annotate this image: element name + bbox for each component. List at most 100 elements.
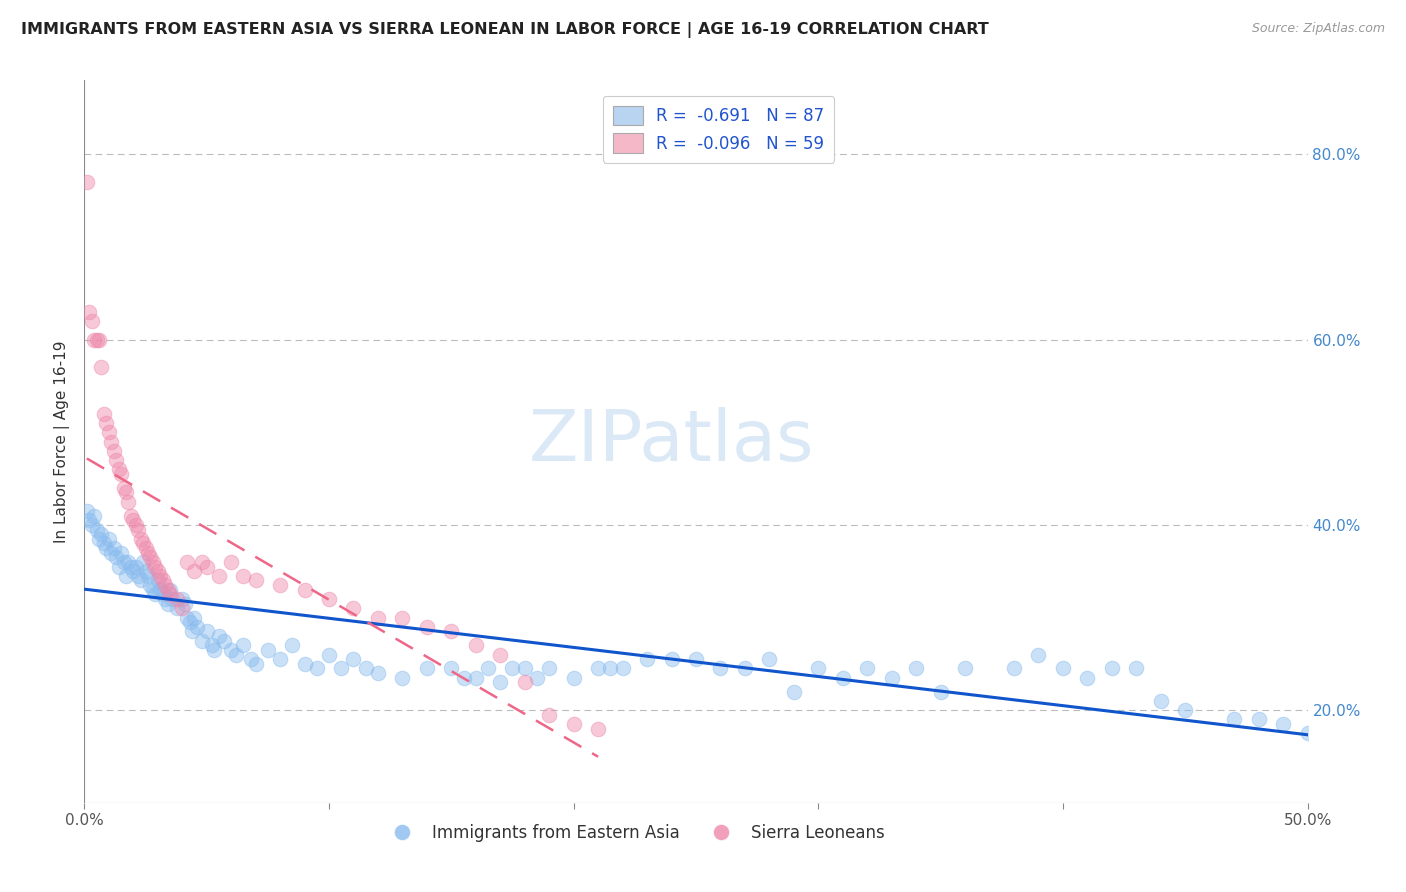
Point xyxy=(176,610,198,624)
Point xyxy=(132,536,155,550)
Point xyxy=(105,453,128,467)
Point xyxy=(142,555,165,569)
Point xyxy=(1052,661,1074,675)
Point xyxy=(477,661,499,675)
Point xyxy=(212,633,235,648)
Point xyxy=(225,648,247,662)
Point xyxy=(856,661,879,675)
Point xyxy=(93,407,115,421)
Point xyxy=(305,661,328,675)
Point xyxy=(103,443,125,458)
Point xyxy=(1076,671,1098,685)
Point xyxy=(159,587,181,601)
Point xyxy=(115,485,138,500)
Point xyxy=(195,559,218,574)
Point xyxy=(87,532,110,546)
Text: Source: ZipAtlas.com: Source: ZipAtlas.com xyxy=(1251,22,1385,36)
Point xyxy=(135,541,157,555)
Point xyxy=(219,643,242,657)
Point xyxy=(208,569,231,583)
Point xyxy=(440,624,463,639)
Point xyxy=(76,175,98,189)
Point xyxy=(129,532,152,546)
Point xyxy=(153,592,176,607)
Point xyxy=(83,508,105,523)
Point xyxy=(156,597,179,611)
Point xyxy=(117,555,139,569)
Point xyxy=(136,546,159,560)
Point xyxy=(391,671,413,685)
Point xyxy=(146,564,169,578)
Point xyxy=(269,578,291,592)
Point xyxy=(86,333,108,347)
Point xyxy=(636,652,658,666)
Point xyxy=(176,555,198,569)
Point xyxy=(127,569,149,583)
Point xyxy=(143,587,166,601)
Point xyxy=(110,467,132,481)
Point xyxy=(599,661,621,675)
Point xyxy=(1028,648,1050,662)
Point xyxy=(125,517,148,532)
Point xyxy=(538,707,561,722)
Text: IMMIGRANTS FROM EASTERN ASIA VS SIERRA LEONEAN IN LABOR FORCE | AGE 16-19 CORREL: IMMIGRANTS FROM EASTERN ASIA VS SIERRA L… xyxy=(21,22,988,38)
Point xyxy=(149,582,172,597)
Point xyxy=(112,555,135,569)
Point xyxy=(1174,703,1197,717)
Point xyxy=(76,504,98,518)
Point xyxy=(294,657,316,671)
Point xyxy=(103,541,125,555)
Point xyxy=(281,638,304,652)
Point xyxy=(416,620,439,634)
Point xyxy=(453,671,475,685)
Point xyxy=(318,592,340,607)
Point xyxy=(142,582,165,597)
Point xyxy=(136,569,159,583)
Point xyxy=(953,661,976,675)
Point xyxy=(758,652,780,666)
Point xyxy=(166,601,188,615)
Y-axis label: In Labor Force | Age 16-19: In Labor Force | Age 16-19 xyxy=(55,340,70,543)
Point xyxy=(127,523,149,537)
Point xyxy=(367,610,389,624)
Point xyxy=(294,582,316,597)
Point xyxy=(202,643,225,657)
Point xyxy=(245,657,267,671)
Legend: Immigrants from Eastern Asia, Sierra Leoneans: Immigrants from Eastern Asia, Sierra Leo… xyxy=(378,817,891,848)
Point xyxy=(129,574,152,588)
Point xyxy=(513,675,536,690)
Point xyxy=(183,610,205,624)
Point xyxy=(200,638,222,652)
Point xyxy=(257,643,280,657)
Point xyxy=(354,661,377,675)
Point xyxy=(1002,661,1025,675)
Point xyxy=(172,592,194,607)
Point xyxy=(139,578,162,592)
Point xyxy=(1125,661,1147,675)
Point xyxy=(105,550,128,565)
Point xyxy=(181,624,204,639)
Point xyxy=(93,536,115,550)
Point xyxy=(153,578,176,592)
Point xyxy=(219,555,242,569)
Point xyxy=(139,550,162,565)
Point xyxy=(232,638,254,652)
Point xyxy=(586,661,609,675)
Point xyxy=(83,333,105,347)
Point xyxy=(1247,713,1270,727)
Point xyxy=(391,610,413,624)
Point xyxy=(117,494,139,508)
Text: ZIPatlas: ZIPatlas xyxy=(529,407,814,476)
Point xyxy=(538,661,561,675)
Point xyxy=(143,559,166,574)
Point xyxy=(661,652,683,666)
Point xyxy=(783,684,806,698)
Point xyxy=(100,434,122,449)
Point xyxy=(612,661,634,675)
Point xyxy=(120,508,142,523)
Point xyxy=(152,587,174,601)
Point xyxy=(269,652,291,666)
Point xyxy=(208,629,231,643)
Point xyxy=(97,425,120,440)
Point xyxy=(685,652,707,666)
